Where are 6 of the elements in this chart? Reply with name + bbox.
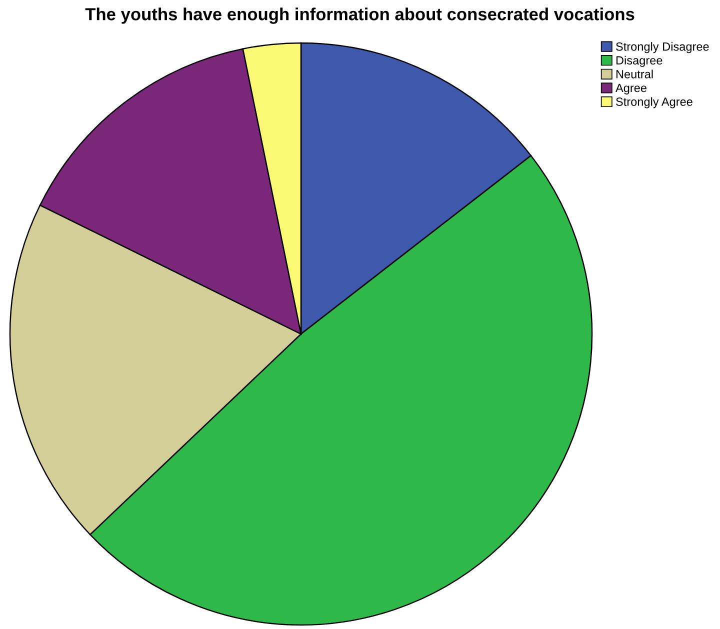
chart-title: The youths have enough information about consecrated vocations [85,8,634,24]
legend-label: Neutral [616,70,653,78]
legend-label: Strongly Disagree [616,42,709,54]
legend-label: Disagree [616,56,662,67]
legend-label: Agree [616,84,646,94]
legend-label: Strongly Agree [616,97,692,108]
